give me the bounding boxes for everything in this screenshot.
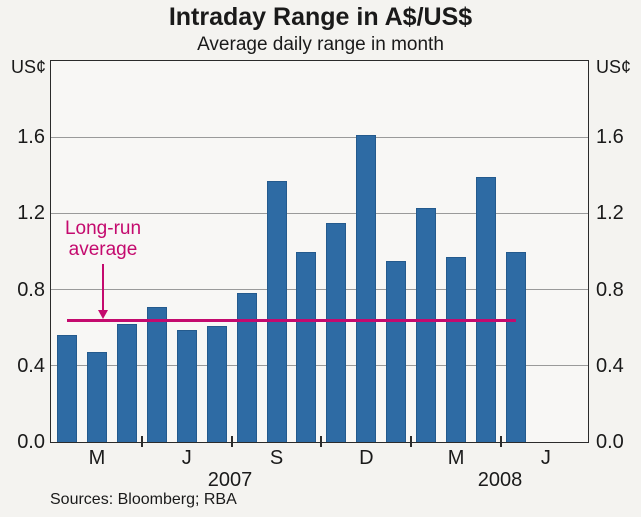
x-axis-quarter-tick xyxy=(410,436,413,447)
y-tick-label-right-0.4: 0.4 xyxy=(596,354,624,377)
x-month-label-3: D xyxy=(359,447,374,469)
y-tick-label-right-0.0: 0.0 xyxy=(596,431,624,453)
bar-apr-2007 xyxy=(116,323,137,442)
x-axis-quarter-tick xyxy=(499,436,502,447)
gridline-0.4 xyxy=(51,365,588,367)
gridline-1.6 xyxy=(51,136,588,138)
x-month-label-2: S xyxy=(269,447,284,469)
annotation-arrow-head-icon xyxy=(98,310,108,319)
x-axis-quarter-tick xyxy=(320,436,323,447)
y-tick-label-left-0.4: 0.4 xyxy=(17,354,45,377)
bar-dec-2007 xyxy=(356,135,377,442)
y-tick-label-left-1.6: 1.6 xyxy=(17,126,45,149)
gridline-0.8 xyxy=(51,289,588,291)
y-tick-label-right-1.6: 1.6 xyxy=(596,126,624,149)
y-tick-label-left-1.2: 1.2 xyxy=(17,202,45,225)
x-month-label-1: J xyxy=(181,447,192,469)
chart-title: Intraday Range in A$/US$ xyxy=(168,3,473,31)
bar-sep-2007 xyxy=(266,181,287,442)
bar-feb-2007 xyxy=(57,335,77,442)
y-axis-unit-left: US¢ xyxy=(10,57,46,77)
long-run-average-line xyxy=(67,318,516,322)
plot-area xyxy=(50,60,589,447)
x-axis-quarter-tick xyxy=(230,436,233,447)
chart-subtitle: Average daily range in month xyxy=(197,34,444,55)
bar-apr-2008 xyxy=(476,177,497,442)
bar-nov-2007 xyxy=(326,222,347,442)
bar-jul-2007 xyxy=(206,325,227,442)
bar-may-2008 xyxy=(505,251,526,442)
gridline-1.2 xyxy=(51,212,588,214)
bar-jun-2007 xyxy=(176,329,197,442)
x-year-label-2007: 2007 xyxy=(207,469,253,491)
bar-mar-2008 xyxy=(446,257,467,442)
annotation-arrow-shaft xyxy=(102,264,104,310)
y-tick-label-right-0.8: 0.8 xyxy=(596,278,624,301)
y-tick-label-right-1.2: 1.2 xyxy=(596,202,624,225)
x-month-label-0: M xyxy=(88,447,106,469)
x-month-label-5: J xyxy=(540,447,551,469)
bar-feb-2008 xyxy=(416,207,437,442)
y-axis-unit-right: US¢ xyxy=(596,57,632,77)
plot-inner xyxy=(51,61,588,447)
y-tick-label-left-0.0: 0.0 xyxy=(17,431,45,453)
bar-jan-2008 xyxy=(386,261,407,442)
long-run-average-label-line2: average xyxy=(68,239,138,260)
bar-oct-2007 xyxy=(296,251,317,442)
x-axis-quarter-tick xyxy=(140,436,143,447)
bar-may-2007 xyxy=(146,306,167,442)
y-tick-label-left-0.8: 0.8 xyxy=(17,278,45,301)
long-run-average-label-line1: Long-run xyxy=(64,218,142,239)
source-note: Sources: Bloomberg; RBA xyxy=(50,491,237,508)
bar-mar-2007 xyxy=(86,352,107,442)
x-month-label-4: M xyxy=(447,447,465,469)
long-run-average-label: Long-run average xyxy=(53,218,153,260)
bar-aug-2007 xyxy=(236,293,257,442)
x-year-label-2008: 2008 xyxy=(477,469,523,491)
